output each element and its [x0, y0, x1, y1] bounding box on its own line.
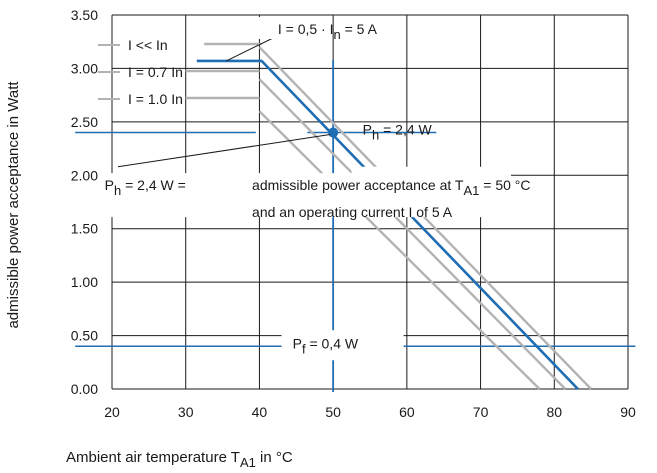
label-current: I = 0,5 · In = 5 A — [278, 21, 378, 42]
legend-label-1: I = 0.7 In — [128, 64, 183, 80]
series-line-2 — [258, 110, 541, 390]
label-ph-note: Ph = 2,4 W = — [105, 177, 186, 198]
series-line-1 — [258, 78, 567, 390]
label-ph-note-part-0: P — [105, 177, 114, 193]
y-axis-title: admissible power acceptance in Watt — [5, 81, 22, 329]
x-tick-40: 40 — [252, 404, 268, 420]
pointer-ph-note — [117, 134, 331, 168]
x-tick-80: 80 — [546, 404, 562, 420]
label-current-part-1: n — [333, 27, 340, 42]
operating-point-marker — [328, 127, 339, 138]
label-ph-part-2: = 2,4 W — [379, 122, 432, 138]
x-tick-20: 20 — [104, 404, 120, 420]
y-tick-0.50: 0.50 — [71, 328, 98, 344]
label-bg-2 — [281, 330, 404, 361]
legend-label-0: I << In — [128, 37, 168, 53]
label-ph-part-1: h — [372, 128, 379, 143]
series-line-3 — [196, 59, 579, 390]
label-pf: Pf = 0,4 W — [293, 335, 359, 356]
label-ph-desc1: admissible power acceptance at TA1 = 50 … — [252, 177, 530, 198]
x-tick-70: 70 — [473, 404, 489, 420]
label-ph-desc2-part-0: and an operating current I of 5 A — [252, 204, 453, 220]
label-ph: Ph = 2,4 W — [363, 122, 433, 143]
label-backgrounds — [100, 17, 511, 361]
y-tick-2.00: 2.00 — [71, 167, 98, 183]
annotations: I << In I = 0.7 In I = 1.0 In I = 0,5 · In … — [105, 21, 531, 356]
series — [98, 35, 592, 390]
label-ph-desc2: and an operating current I of 5 A — [252, 204, 453, 220]
y-tick-0.00: 0.00 — [71, 381, 98, 397]
x-axis-title: Ambient air temperature TA1 in °C — [66, 449, 293, 470]
label-ph-note-part-2: = 2,4 W = — [121, 177, 186, 193]
series-line-0 — [258, 46, 592, 390]
tick-labels: 20 30 40 50 60 70 80 90 0.00 0.50 1.00 1.50 2.00 2.50… — [5, 7, 636, 470]
y-tick-2.50: 2.50 — [71, 114, 98, 130]
label-ph-note-part-1: h — [114, 183, 121, 198]
label-pf-part-0: P — [293, 335, 302, 351]
label-current-part-2: = 5 A — [341, 21, 378, 37]
x-tick-90: 90 — [620, 404, 636, 420]
legend-label-2: I = 1.0 In — [128, 91, 183, 107]
y-tick-3.50: 3.50 — [71, 7, 98, 23]
label-ph-desc1-part-2: = 50 °C — [479, 177, 530, 193]
pointer-current — [226, 35, 277, 62]
x-axis-title-part-0: Ambient air temperature T — [66, 449, 240, 466]
label-ph-desc1-part-0: admissible power acceptance at T — [252, 177, 464, 193]
label-ph-desc1-part-1: A1 — [463, 183, 479, 198]
y-tick-3.00: 3.00 — [71, 60, 98, 76]
x-tick-60: 60 — [399, 404, 415, 420]
y-tick-1.00: 1.00 — [71, 274, 98, 290]
x-axis-title-part-2: in °C — [256, 449, 293, 466]
label-current-part-0: I = 0,5 · I — [278, 21, 334, 37]
y-tick-1.50: 1.50 — [71, 221, 98, 237]
x-tick-30: 30 — [178, 404, 194, 420]
label-pf-part-1: f — [302, 341, 306, 356]
x-axis-title-part-1: A1 — [240, 455, 256, 470]
label-bg-1 — [100, 173, 511, 218]
label-ph-part-0: P — [363, 122, 372, 138]
x-tick-50: 50 — [325, 404, 341, 420]
label-pf-part-2: = 0,4 W — [306, 335, 359, 351]
label-bg-3 — [193, 17, 314, 39]
